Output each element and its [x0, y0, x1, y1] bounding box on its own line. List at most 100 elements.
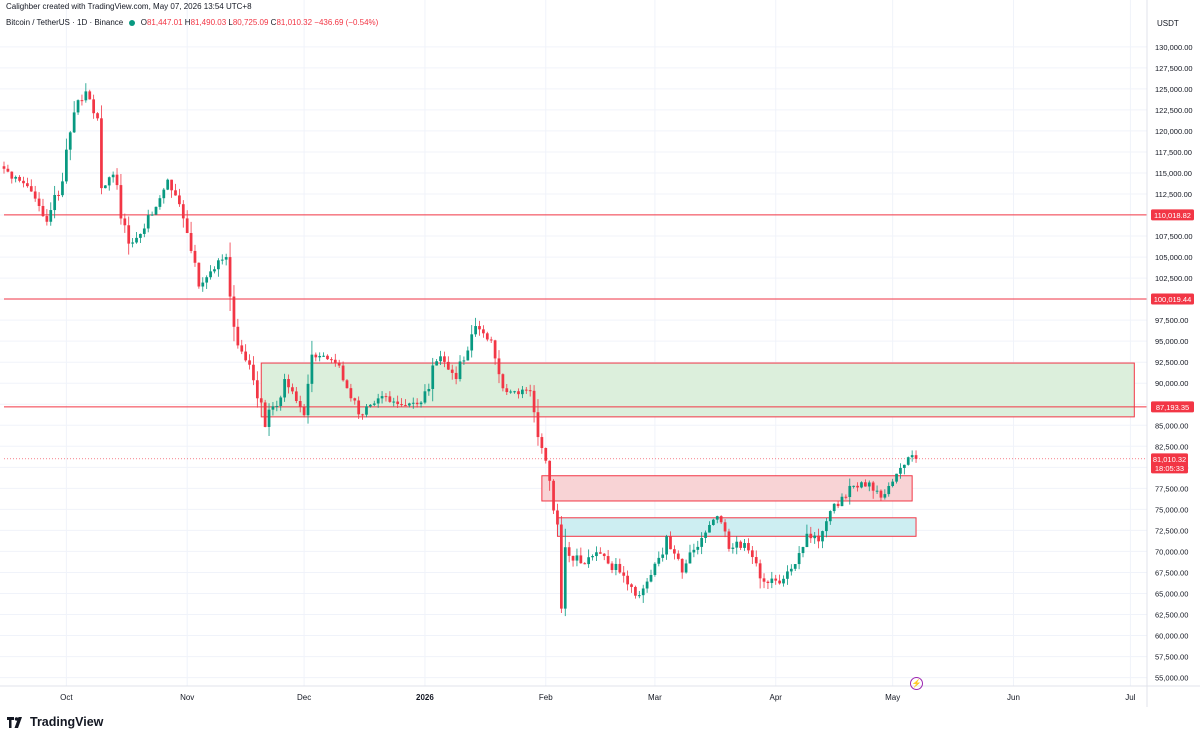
candle[interactable] [497, 350, 501, 384]
candle[interactable] [532, 385, 536, 423]
candle[interactable] [201, 277, 205, 292]
candle[interactable] [224, 253, 228, 266]
candle[interactable] [294, 387, 298, 404]
candle[interactable] [135, 232, 138, 244]
candle[interactable] [770, 571, 774, 589]
candle[interactable] [318, 352, 322, 362]
candle[interactable] [466, 346, 470, 361]
candle[interactable] [454, 366, 458, 385]
candle[interactable] [29, 179, 33, 192]
candle[interactable] [458, 355, 462, 382]
candle[interactable] [127, 216, 131, 255]
candle[interactable] [400, 398, 403, 407]
candle[interactable] [641, 584, 645, 603]
candle[interactable] [333, 353, 337, 367]
candle[interactable] [813, 531, 817, 544]
candle[interactable] [489, 336, 493, 343]
candle[interactable] [314, 352, 318, 362]
price-tag[interactable]: 100,019.44 [1151, 293, 1194, 305]
candle[interactable] [832, 503, 836, 514]
lightning-icon[interactable]: ⚡ [910, 677, 923, 690]
candle[interactable] [18, 175, 21, 183]
candle[interactable] [217, 258, 220, 277]
candle[interactable] [536, 399, 540, 446]
candle[interactable] [521, 385, 524, 399]
candle[interactable] [715, 515, 719, 524]
candle[interactable] [228, 242, 232, 311]
candle[interactable] [267, 403, 271, 436]
candle[interactable] [852, 485, 856, 489]
candle[interactable] [474, 317, 477, 337]
candle[interactable] [411, 397, 415, 409]
candle[interactable] [193, 244, 197, 267]
candle[interactable] [248, 354, 251, 370]
candle[interactable] [271, 402, 275, 416]
candle[interactable] [22, 176, 25, 188]
candle[interactable] [731, 543, 735, 554]
candle[interactable] [540, 433, 544, 454]
candle[interactable] [236, 318, 240, 349]
candle[interactable] [189, 221, 193, 254]
candle[interactable] [696, 540, 700, 555]
candle[interactable] [618, 558, 622, 574]
candle[interactable] [606, 549, 610, 565]
candle[interactable] [673, 545, 676, 560]
candle[interactable] [357, 396, 361, 419]
candle[interactable] [446, 356, 450, 370]
candle[interactable] [150, 211, 154, 216]
candle[interactable] [649, 569, 653, 583]
candle[interactable] [240, 339, 244, 355]
candle[interactable] [392, 397, 396, 407]
candle[interactable] [902, 464, 906, 475]
candle[interactable] [501, 373, 505, 392]
candle[interactable] [563, 528, 567, 617]
candle[interactable] [653, 562, 657, 577]
candle[interactable] [365, 404, 368, 418]
candle[interactable] [61, 172, 64, 198]
candle[interactable] [443, 351, 446, 368]
candle[interactable] [306, 374, 310, 424]
candle[interactable] [645, 578, 649, 593]
candle[interactable] [544, 447, 548, 464]
candle[interactable] [372, 400, 376, 407]
candle[interactable] [860, 481, 863, 489]
candle[interactable] [396, 395, 400, 408]
candle[interactable] [766, 580, 770, 590]
candle[interactable] [154, 206, 158, 216]
candle[interactable] [404, 399, 407, 407]
candle[interactable] [279, 395, 283, 411]
candle[interactable] [548, 460, 552, 491]
candle[interactable] [727, 528, 731, 552]
candle[interactable] [259, 397, 263, 405]
candle[interactable] [107, 176, 111, 191]
candle[interactable] [583, 562, 587, 565]
candle[interactable] [64, 138, 68, 184]
candle[interactable] [2, 161, 6, 174]
candle[interactable] [252, 356, 255, 386]
candle[interactable] [255, 371, 259, 408]
candle[interactable] [867, 480, 871, 492]
candle[interactable] [805, 524, 809, 548]
candle[interactable] [559, 516, 563, 614]
candle[interactable] [879, 489, 883, 501]
candle[interactable] [626, 570, 629, 591]
candle[interactable] [10, 171, 14, 184]
candle[interactable] [598, 547, 602, 554]
candle[interactable] [146, 209, 150, 233]
candle[interactable] [103, 185, 107, 189]
candle[interactable] [178, 188, 181, 207]
candle[interactable] [575, 548, 579, 567]
candle[interactable] [439, 350, 442, 366]
candle[interactable] [380, 391, 384, 404]
candle[interactable] [462, 356, 466, 365]
tradingview-logo[interactable]: TradingView [7, 715, 103, 729]
candle[interactable] [891, 478, 895, 488]
candle[interactable] [376, 393, 380, 408]
candle[interactable] [750, 545, 754, 564]
candle[interactable] [610, 561, 614, 574]
candle[interactable] [571, 555, 575, 567]
candle[interactable] [567, 541, 571, 563]
candle[interactable] [493, 339, 497, 365]
candle[interactable] [263, 399, 267, 428]
